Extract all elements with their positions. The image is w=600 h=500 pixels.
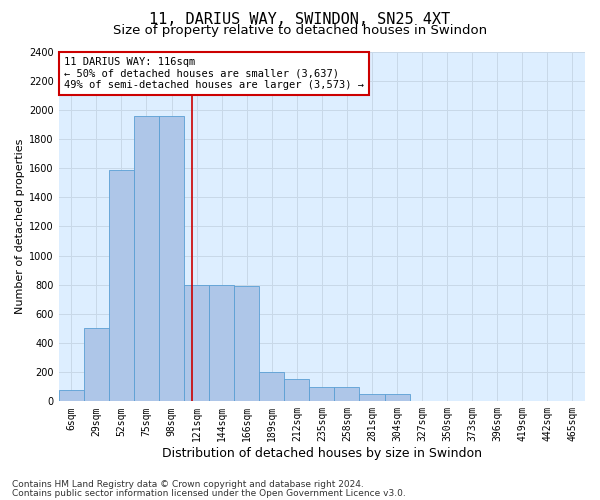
Bar	[134, 116, 159, 402]
Text: 11 DARIUS WAY: 116sqm
← 50% of detached houses are smaller (3,637)
49% of semi-d: 11 DARIUS WAY: 116sqm ← 50% of detached …	[64, 56, 364, 90]
Bar	[310, 387, 334, 402]
Bar	[259, 372, 284, 402]
Bar	[385, 394, 410, 402]
Text: Size of property relative to detached houses in Swindon: Size of property relative to detached ho…	[113, 24, 487, 37]
Text: Contains public sector information licensed under the Open Government Licence v3: Contains public sector information licen…	[12, 490, 406, 498]
Bar	[209, 284, 234, 402]
Bar	[184, 284, 209, 402]
Bar	[284, 380, 310, 402]
X-axis label: Distribution of detached houses by size in Swindon: Distribution of detached houses by size …	[162, 447, 482, 460]
Bar	[59, 390, 84, 402]
Text: Contains HM Land Registry data © Crown copyright and database right 2024.: Contains HM Land Registry data © Crown c…	[12, 480, 364, 489]
Bar	[234, 286, 259, 402]
Bar	[109, 170, 134, 402]
Bar	[84, 328, 109, 402]
Bar	[159, 116, 184, 402]
Bar	[334, 387, 359, 402]
Text: 11, DARIUS WAY, SWINDON, SN25 4XT: 11, DARIUS WAY, SWINDON, SN25 4XT	[149, 12, 451, 28]
Y-axis label: Number of detached properties: Number of detached properties	[15, 138, 25, 314]
Bar	[359, 394, 385, 402]
